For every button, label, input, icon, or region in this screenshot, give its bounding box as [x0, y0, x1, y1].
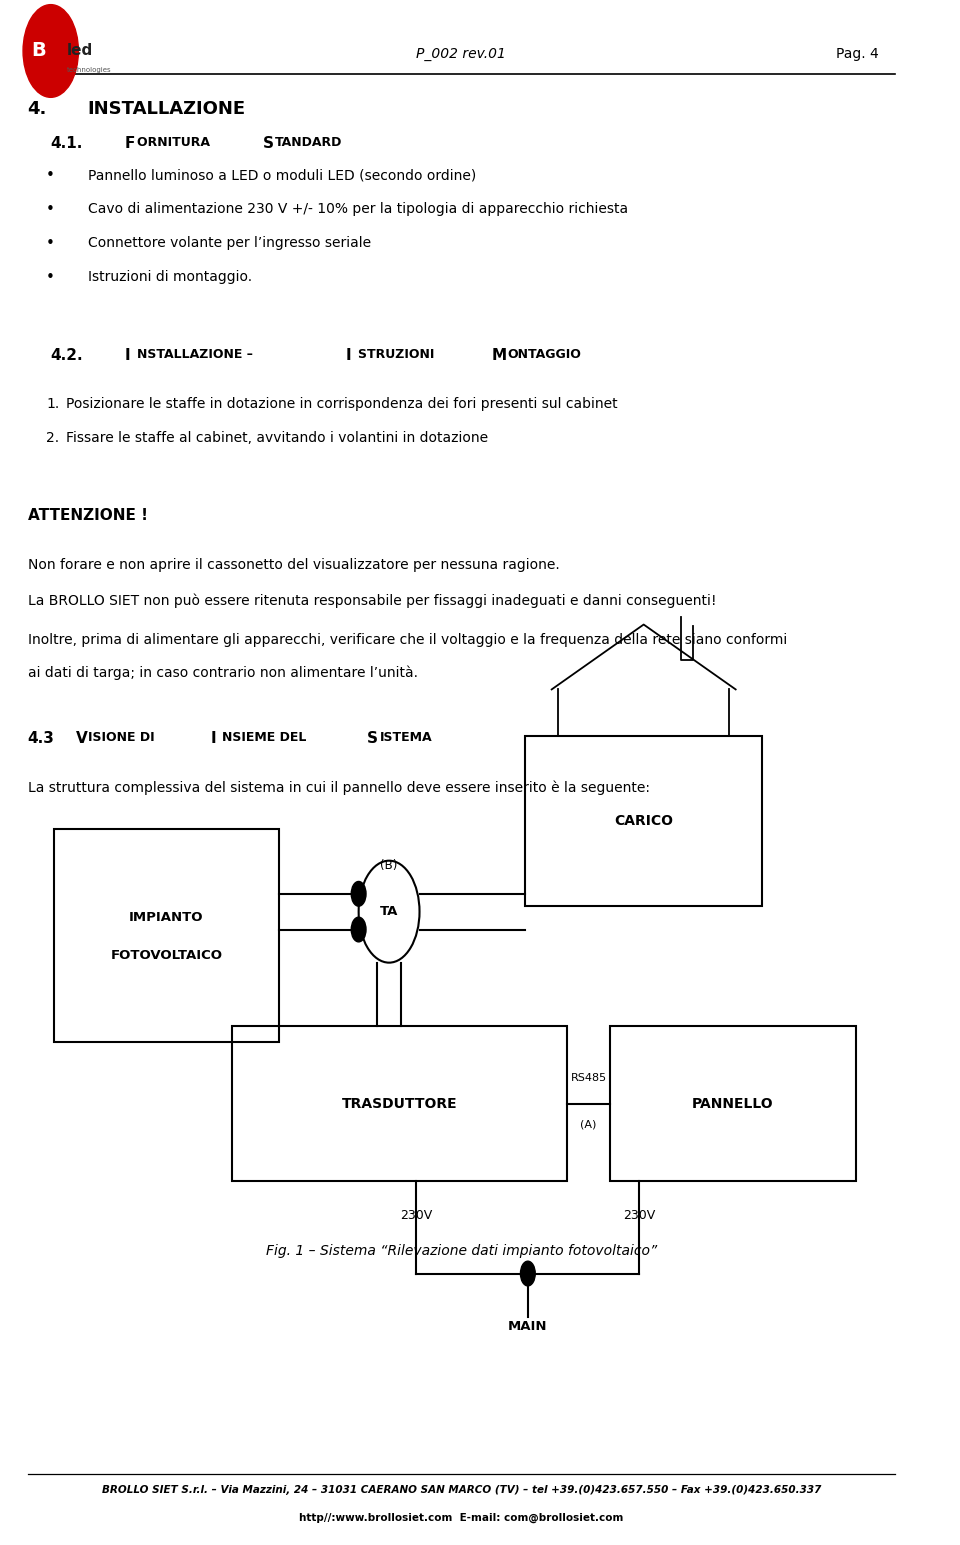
- Text: (B): (B): [380, 859, 397, 873]
- Text: TRASDUTTORE: TRASDUTTORE: [342, 1097, 458, 1111]
- Text: INSTALLAZIONE: INSTALLAZIONE: [87, 100, 246, 119]
- Text: Connettore volante per l’ingresso seriale: Connettore volante per l’ingresso serial…: [87, 236, 371, 250]
- Text: BROLLO SIET S.r.l. – Via Mazzini, 24 – 31031 CAERANO SAN MARCO (TV) – tel +39.(0: BROLLO SIET S.r.l. – Via Mazzini, 24 – 3…: [102, 1485, 821, 1494]
- Text: S: S: [367, 731, 378, 746]
- Text: MAIN: MAIN: [508, 1319, 547, 1333]
- Text: S: S: [263, 136, 274, 151]
- Text: TA: TA: [380, 905, 398, 918]
- Text: Pannello luminoso a LED o moduli LED (secondo ordine): Pannello luminoso a LED o moduli LED (se…: [87, 168, 476, 182]
- Text: 4.1.: 4.1.: [51, 136, 84, 151]
- Text: P_002 rev.01: P_002 rev.01: [417, 46, 506, 62]
- Text: NSTALLAZIONE –: NSTALLAZIONE –: [136, 348, 256, 360]
- Text: Inoltre, prima di alimentare gli apparecchi, verificare che il voltaggio e la fr: Inoltre, prima di alimentare gli apparec…: [28, 633, 787, 647]
- Text: •: •: [46, 202, 55, 218]
- Text: I: I: [346, 348, 351, 363]
- Text: M: M: [492, 348, 507, 363]
- Text: La BROLLO SIET non può essere ritenuta responsabile per fissaggi inadeguati e da: La BROLLO SIET non può essere ritenuta r…: [28, 593, 716, 607]
- Text: Non forare e non aprire il cassonetto del visualizzatore per nessuna ragione.: Non forare e non aprire il cassonetto de…: [28, 558, 560, 572]
- Text: Posizionare le staffe in dotazione in corrispondenza dei fori presenti sul cabin: Posizionare le staffe in dotazione in co…: [66, 397, 618, 411]
- Text: ISIONE DI: ISIONE DI: [87, 731, 158, 743]
- Text: 230V: 230V: [400, 1208, 433, 1222]
- Text: I: I: [125, 348, 131, 363]
- Circle shape: [23, 5, 79, 97]
- Text: Istruzioni di montaggio.: Istruzioni di montaggio.: [87, 270, 252, 284]
- Text: ATTENZIONE !: ATTENZIONE !: [28, 508, 148, 524]
- Text: http//:www.brollosiet.com  E-mail: com@brollosiet.com: http//:www.brollosiet.com E-mail: com@br…: [299, 1513, 623, 1523]
- Text: NSIEME DEL: NSIEME DEL: [223, 731, 311, 743]
- Text: La struttura complessiva del sistema in cui il pannello deve essere inserito è l: La struttura complessiva del sistema in …: [28, 780, 650, 794]
- Text: V: V: [76, 731, 87, 746]
- Circle shape: [351, 882, 366, 907]
- Text: 230V: 230V: [623, 1208, 656, 1222]
- Text: ORNITURA: ORNITURA: [136, 136, 214, 148]
- Text: CARICO: CARICO: [614, 814, 673, 828]
- Text: •: •: [46, 236, 55, 252]
- Circle shape: [351, 918, 366, 942]
- Text: PANNELLO: PANNELLO: [692, 1097, 774, 1111]
- Text: ai dati di targa; in caso contrario non alimentare l’unità.: ai dati di targa; in caso contrario non …: [28, 666, 418, 680]
- Text: B: B: [32, 42, 46, 60]
- Text: Fissare le staffe al cabinet, avvitando i volantini in dotazione: Fissare le staffe al cabinet, avvitando …: [66, 431, 489, 445]
- Bar: [610, 1026, 855, 1180]
- Text: ONTAGGIO: ONTAGGIO: [507, 348, 581, 360]
- Text: RS485: RS485: [570, 1074, 607, 1083]
- Text: 2.: 2.: [46, 431, 60, 445]
- Text: STRUZIONI: STRUZIONI: [358, 348, 439, 360]
- Text: •: •: [46, 168, 55, 184]
- Text: led: led: [66, 43, 93, 59]
- Text: IMPIANTO: IMPIANTO: [129, 910, 204, 924]
- Text: (A): (A): [581, 1119, 597, 1129]
- Text: 1.: 1.: [46, 397, 60, 411]
- Text: FOTOVOLTAICO: FOTOVOLTAICO: [110, 949, 223, 963]
- Text: Pag. 4: Pag. 4: [836, 46, 879, 62]
- Text: ISTEMA: ISTEMA: [380, 731, 433, 743]
- Bar: [232, 1026, 567, 1180]
- Text: technologies: technologies: [66, 66, 111, 73]
- Text: Cavo di alimentazione 230 V +/- 10% per la tipologia di apparecchio richiesta: Cavo di alimentazione 230 V +/- 10% per …: [87, 202, 628, 216]
- Text: I: I: [210, 731, 216, 746]
- Text: F: F: [125, 136, 135, 151]
- Text: 4.3: 4.3: [28, 731, 55, 746]
- Bar: [525, 735, 762, 907]
- Text: TANDARD: TANDARD: [275, 136, 343, 148]
- Text: 4.2.: 4.2.: [51, 348, 84, 363]
- Text: •: •: [46, 270, 55, 286]
- Text: 4.: 4.: [28, 100, 47, 119]
- Bar: [54, 830, 278, 1043]
- Circle shape: [520, 1261, 536, 1285]
- Text: Fig. 1 – Sistema “Rilevazione dati impianto fotovoltaico”: Fig. 1 – Sistema “Rilevazione dati impia…: [266, 1244, 657, 1258]
